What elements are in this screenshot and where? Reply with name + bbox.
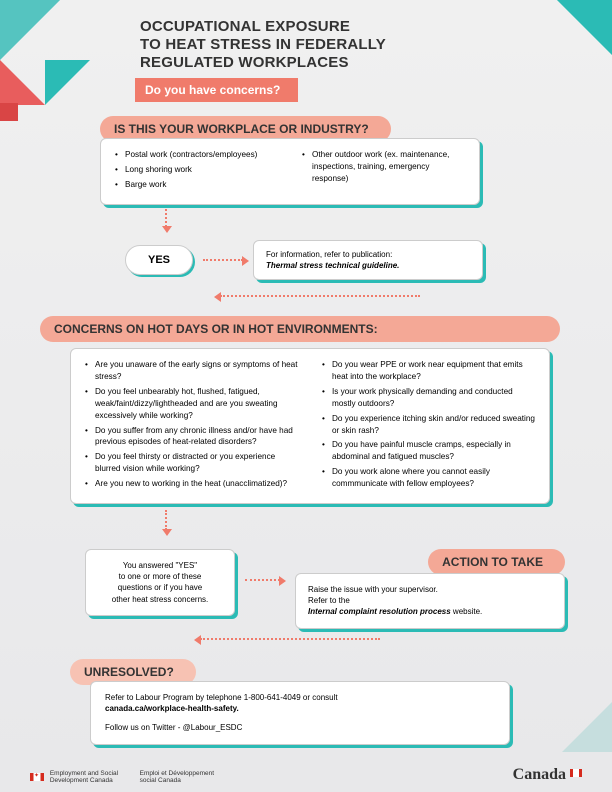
workplace-list-right: Other outdoor work (ex. maintenance, ins… [302,149,465,194]
text-line: to one or more of these [96,571,224,582]
arrow-down-icon [165,209,167,227]
list-item: Are you new to working in the heat (unac… [85,478,298,490]
list-item: Postal work (contractors/employees) [115,149,278,161]
title-line: TO HEAT STRESS IN FEDERALLY [140,36,572,54]
arrow-right-icon [203,259,243,261]
list-item: Do you work alone where you cannot easil… [322,466,535,490]
concerns-list-left: Are you unaware of the early signs or sy… [85,359,298,493]
title-line: OCCUPATIONAL EXPOSURE [140,18,572,36]
text-line: other heat stress concerns. [96,594,224,605]
unresolved-card: Refer to Labour Program by telephone 1-8… [90,681,510,745]
unresolved-text: Refer to Labour Program by telephone 1-8… [105,692,495,703]
info-card: For information, refer to publication: T… [253,240,483,280]
title-line: REGULATED WORKPLACES [140,54,572,72]
workplace-card: Postal work (contractors/employees) Long… [100,138,480,205]
answered-yes-card: You answered "YES" to one or more of the… [85,549,235,616]
action-text: Internal complaint resolution process we… [308,606,552,617]
page-title: OCCUPATIONAL EXPOSURE TO HEAT STRESS IN … [140,18,572,72]
arrow-left-icon [200,638,380,640]
list-item: Do you suffer from any chronic illness a… [85,425,298,449]
workplace-list-left: Postal work (contractors/employees) Long… [115,149,278,194]
list-item: Do you have painful muscle cramps, espec… [322,439,535,463]
subtitle-bar: Do you have concerns? [135,78,298,102]
canada-flag-icon [30,773,44,781]
text-line: questions or if you have [96,582,224,593]
action-card: Raise the issue with your supervisor. Re… [295,573,565,629]
list-item: Other outdoor work (ex. maintenance, ins… [302,149,465,185]
dept-en: Employment and Social Development Canada [50,770,130,784]
footer: Employment and Social Development Canada… [30,766,582,784]
concerns-list-right: Do you wear PPE or work near equipment t… [322,359,535,493]
yes-pill: YES [125,245,193,275]
arrow-left-icon [220,295,420,297]
section-heading-action: ACTION TO TAKE [428,549,565,575]
arrow-right-icon [245,579,280,581]
footer-dept: Employment and Social Development Canada… [30,770,230,784]
list-item: Do you experience itching skin and/or re… [322,413,535,437]
list-item: Do you feel thirsty or distracted or you… [85,451,298,475]
list-item: Do you feel unbearably hot, flushed, fat… [85,386,298,422]
unresolved-twitter: Follow us on Twitter - @Labour_ESDC [105,722,495,733]
list-item: Is your work physically demanding and co… [322,386,535,410]
info-text: For information, refer to publication: [266,249,470,260]
list-item: Do you wear PPE or work near equipment t… [322,359,535,383]
canada-wordmark: Canada [513,766,582,784]
section-heading-concerns: CONCERNS ON HOT DAYS OR IN HOT ENVIRONME… [40,316,560,342]
dept-fr: Emploi et Développement social Canada [140,770,230,784]
list-item: Barge work [115,179,278,191]
arrow-down-icon [165,510,167,530]
list-item: Long shoring work [115,164,278,176]
unresolved-link: canada.ca/workplace-health-safety. [105,703,495,714]
info-publication: Thermal stress technical guideline. [266,260,470,271]
list-item: Are you unaware of the early signs or sy… [85,359,298,383]
text-line: You answered "YES" [96,560,224,571]
action-text: Raise the issue with your supervisor. [308,584,552,595]
concerns-card: Are you unaware of the early signs or sy… [70,348,550,504]
action-text: Refer to the [308,595,552,606]
